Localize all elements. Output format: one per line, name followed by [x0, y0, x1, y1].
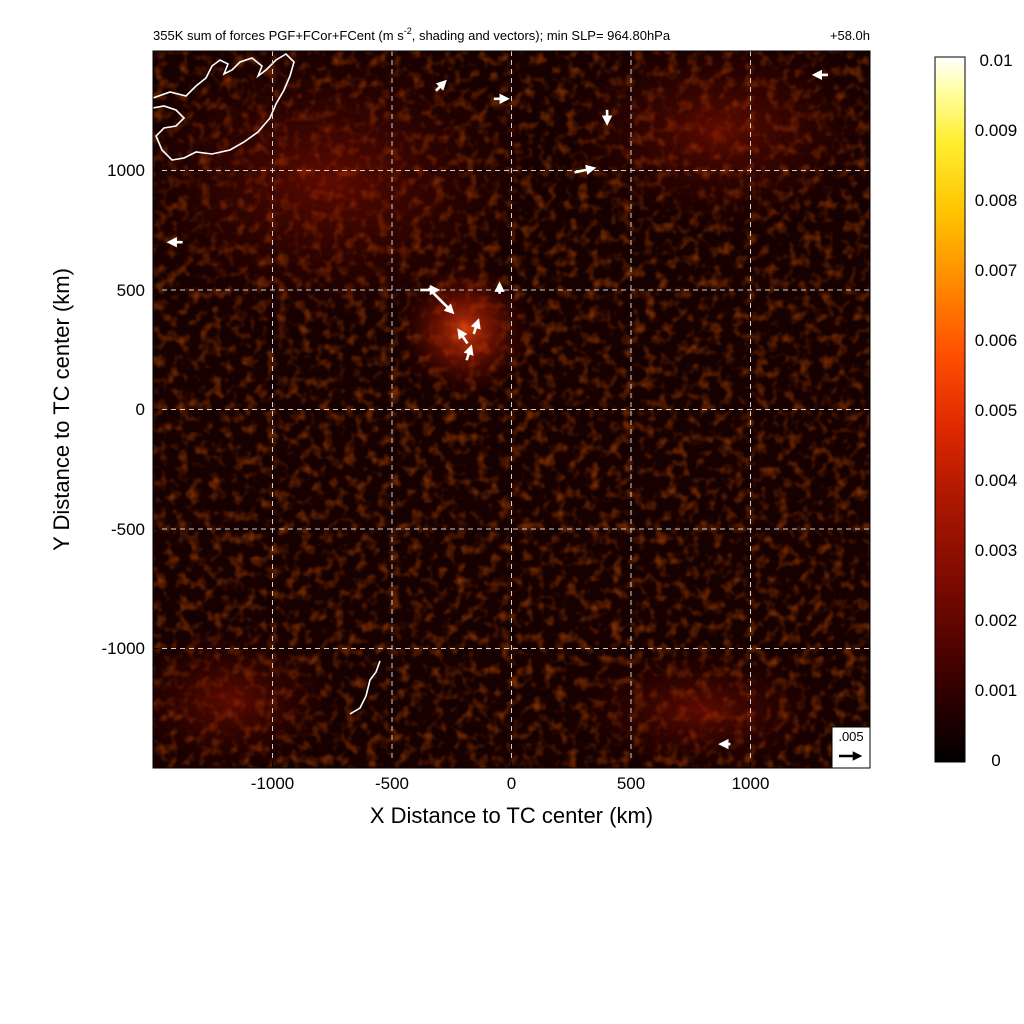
colorbar-tick-label: 0.003 — [975, 541, 1018, 560]
colorbar-tick-label: 0.004 — [975, 471, 1018, 490]
x-tick-label: -500 — [375, 774, 409, 793]
reference-vector-box: .005 — [831, 726, 871, 769]
y-tick-labels: 1000 500 0 -500 -1000 — [102, 161, 145, 658]
coastline — [153, 52, 381, 715]
force-vector-arrow — [435, 79, 447, 92]
force-vector-arrow — [457, 328, 469, 345]
reference-vector-label: .005 — [838, 729, 863, 744]
y-axis-label: Y Distance to TC center (km) — [49, 268, 74, 551]
grid-lines — [153, 51, 870, 768]
y-tick-label: 500 — [117, 281, 145, 300]
x-tick-label: 500 — [617, 774, 645, 793]
force-vector-arrow — [463, 344, 474, 361]
colorbar: 0.01 0.009 0.008 0.007 0.006 0.005 0.004 0.003 0… — [934, 51, 1018, 770]
heatmap-field — [153, 51, 870, 768]
y-tick-label: -1000 — [102, 639, 145, 658]
colorbar-gradient — [934, 56, 966, 763]
y-tick-label: 1000 — [107, 161, 145, 180]
y-tick-label: 0 — [136, 400, 145, 419]
force-vector-arrow — [470, 318, 481, 335]
colorbar-tick-label: 0.01 — [979, 51, 1012, 70]
y-tick-label: -500 — [111, 520, 145, 539]
colorbar-tick-label: 0 — [991, 751, 1000, 770]
colorbar-ticks: 0.01 0.009 0.008 0.007 0.006 0.005 0.004 0.003 0… — [975, 51, 1018, 770]
force-vectors — [166, 69, 828, 750]
colorbar-tick-label: 0.002 — [975, 611, 1018, 630]
forecast-time-label: +58.0h — [830, 28, 870, 43]
x-tick-label: -1000 — [251, 774, 294, 793]
x-tick-labels: -1000 -500 0 500 1000 — [251, 774, 770, 793]
x-tick-label: 0 — [507, 774, 516, 793]
colorbar-tick-label: 0.006 — [975, 331, 1018, 350]
colorbar-tick-label: 0.005 — [975, 401, 1018, 420]
x-axis-label: X Distance to TC center (km) — [370, 803, 653, 828]
force-vector-arrow — [574, 164, 597, 175]
force-vector-arrow — [427, 287, 455, 315]
x-tick-label: 1000 — [732, 774, 770, 793]
colorbar-tick-label: 0.001 — [975, 681, 1018, 700]
axis-ticks — [153, 170, 751, 768]
chart-title: 355K sum of forces PGF+FCor+FCent (m s-2… — [153, 26, 671, 43]
colorbar-tick-label: 0.007 — [975, 261, 1018, 280]
colorbar-tick-label: 0.009 — [975, 121, 1018, 140]
colorbar-tick-label: 0.008 — [975, 191, 1018, 210]
